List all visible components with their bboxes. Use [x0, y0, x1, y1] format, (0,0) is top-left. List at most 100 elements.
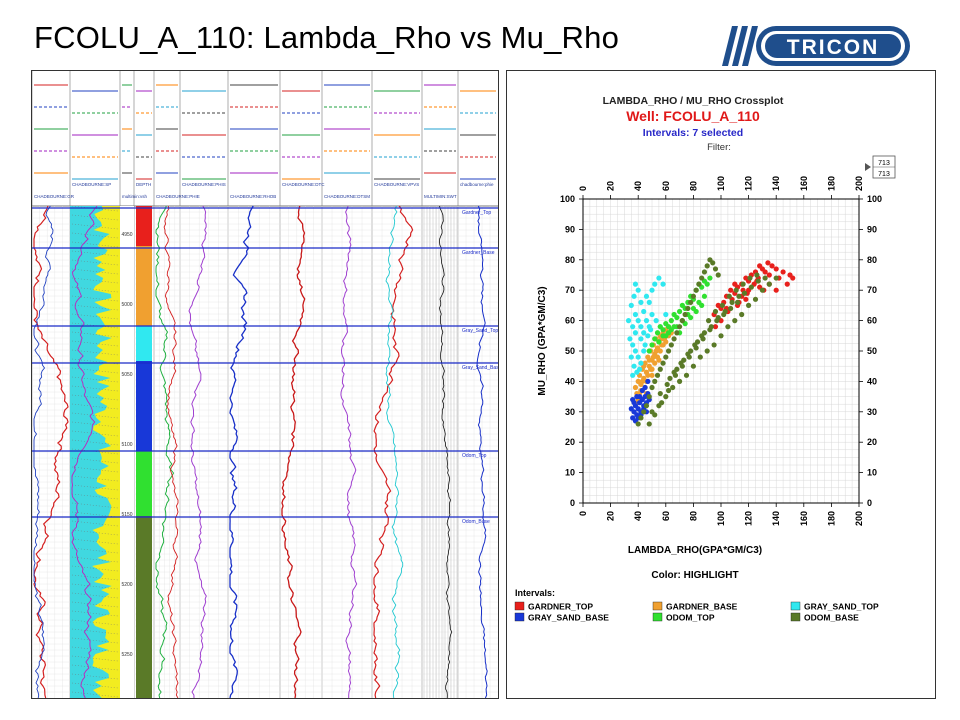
x-tick-label-top: 100	[716, 176, 726, 191]
scatter-point	[688, 299, 694, 305]
log-body: 4950 5000 5050 5100 5150 5200 5250 Gardner_Top G…	[32, 205, 498, 698]
crossplot-header-title: LAMBDA_RHO / MU_RHO Crossplot	[603, 95, 784, 107]
scatter-point	[773, 266, 779, 272]
tricon-logo: TRICON	[722, 26, 910, 66]
scatter-point	[748, 284, 754, 290]
scatter-point	[659, 400, 665, 406]
scatter-point	[638, 415, 644, 421]
scatter-point	[707, 275, 713, 281]
x-tick-label-top: 40	[633, 181, 643, 191]
scatter-point	[712, 266, 719, 272]
scatter-point	[672, 372, 679, 378]
depth-label: 5100	[121, 442, 132, 448]
scatter-point	[641, 409, 647, 415]
x-tick-label: 180	[826, 511, 836, 526]
x-tick-label-top: 0	[578, 186, 588, 191]
crossplot-intervals-label: Intervals: 7 selected	[643, 127, 743, 139]
scatter-point	[732, 281, 738, 287]
scatter-point	[642, 342, 648, 348]
scatter-point	[635, 318, 641, 324]
scatter-point	[660, 360, 666, 366]
depth-label: 4950	[121, 232, 132, 238]
legend-swatch	[790, 612, 801, 622]
scatter-point	[701, 269, 708, 275]
scatter-point	[693, 345, 699, 351]
crossplot-filter-label: Filter:	[707, 142, 731, 153]
scatter-point	[657, 366, 663, 372]
scatter-point	[699, 302, 705, 308]
legend-swatch	[514, 612, 525, 622]
interval-block	[136, 206, 152, 246]
scatter-point	[734, 299, 741, 305]
scatter-point	[627, 336, 633, 342]
scatter-point	[628, 406, 634, 412]
y-tick-label-right: 60	[867, 316, 877, 326]
log-curve	[71, 205, 98, 698]
x-tick-label: 60	[661, 511, 671, 521]
scatter-point	[630, 372, 636, 378]
crossplot-panel: LAMBDA_RHO / MU_RHO Crossplot Well: FCOL…	[506, 70, 936, 699]
y-tick-label: 0	[570, 498, 575, 508]
scatter-point	[649, 287, 655, 293]
scatter-point	[643, 293, 650, 299]
scatter-point	[707, 327, 713, 333]
log-curve	[281, 205, 306, 698]
depth-label: 5000	[121, 302, 132, 308]
scatter-point	[643, 403, 650, 409]
x-tick-label: 120	[744, 511, 754, 526]
scatter-point	[711, 342, 717, 348]
scatter-point	[693, 308, 699, 315]
scatter-point	[653, 318, 659, 324]
interval-block	[136, 451, 152, 516]
scatter-point	[784, 281, 790, 287]
formation-top-label: Gray_Sand_Top	[462, 328, 498, 334]
x-tick-label: 140	[771, 511, 781, 526]
scatter-point	[705, 318, 712, 324]
scatter-point	[650, 354, 656, 360]
scatter-point	[739, 311, 745, 318]
scatter-point	[732, 318, 738, 324]
scatter-point	[649, 372, 655, 378]
y-tick-label: 30	[565, 407, 575, 417]
slide-title: FCOLU_A_110: Lambda_Rho vs Mu_Rho	[34, 20, 620, 55]
x-tick-label-top: 120	[744, 176, 754, 191]
track-header: CHADBOURNE:RHOB	[230, 194, 276, 199]
x-tick-label-top: 140	[771, 176, 781, 191]
scatter-point	[641, 348, 647, 354]
scatter-point	[635, 287, 641, 293]
scatter-point	[686, 354, 692, 360]
y-tick-label: 70	[565, 285, 575, 295]
scatter-point	[674, 314, 680, 321]
scatter-point	[736, 293, 742, 299]
scatter-point	[639, 378, 645, 384]
x-tick-label-top: 60	[661, 181, 671, 191]
legend-label: GARDNER_BASE	[666, 602, 738, 612]
scatter-point	[677, 378, 683, 384]
scatter-point	[667, 375, 673, 381]
interval-block	[136, 326, 152, 361]
formation-top-label: Gardner_Base	[462, 250, 495, 256]
track-header: CHADBOURNE:DTSM	[324, 194, 370, 199]
legend-title: Intervals:	[515, 588, 555, 598]
formation-top-label: Odom_Base	[462, 519, 490, 525]
y-tick-label: 40	[565, 376, 575, 386]
scatter-point	[630, 342, 636, 348]
scatter-point	[683, 372, 690, 378]
x-tick-label: 200	[854, 511, 864, 526]
scatter-point	[733, 287, 739, 293]
legend-swatch	[652, 601, 663, 611]
zone-box: 713 713	[865, 155, 896, 179]
scatter-point	[773, 287, 779, 293]
scatter-point	[704, 348, 710, 354]
zone-box-top: 713	[878, 160, 890, 167]
scatter-point	[643, 318, 650, 324]
log-curve	[188, 205, 207, 698]
track-header: CHADBOURNE:SP	[72, 182, 111, 187]
x-tick-label-top: 20	[606, 181, 616, 191]
scatter-point	[728, 287, 734, 293]
scatter-point	[710, 260, 716, 266]
formation-top-label: Odom_Top	[462, 453, 487, 459]
scatter-point	[628, 354, 634, 360]
log-curve	[155, 205, 175, 698]
depth-label: 5050	[121, 372, 132, 378]
